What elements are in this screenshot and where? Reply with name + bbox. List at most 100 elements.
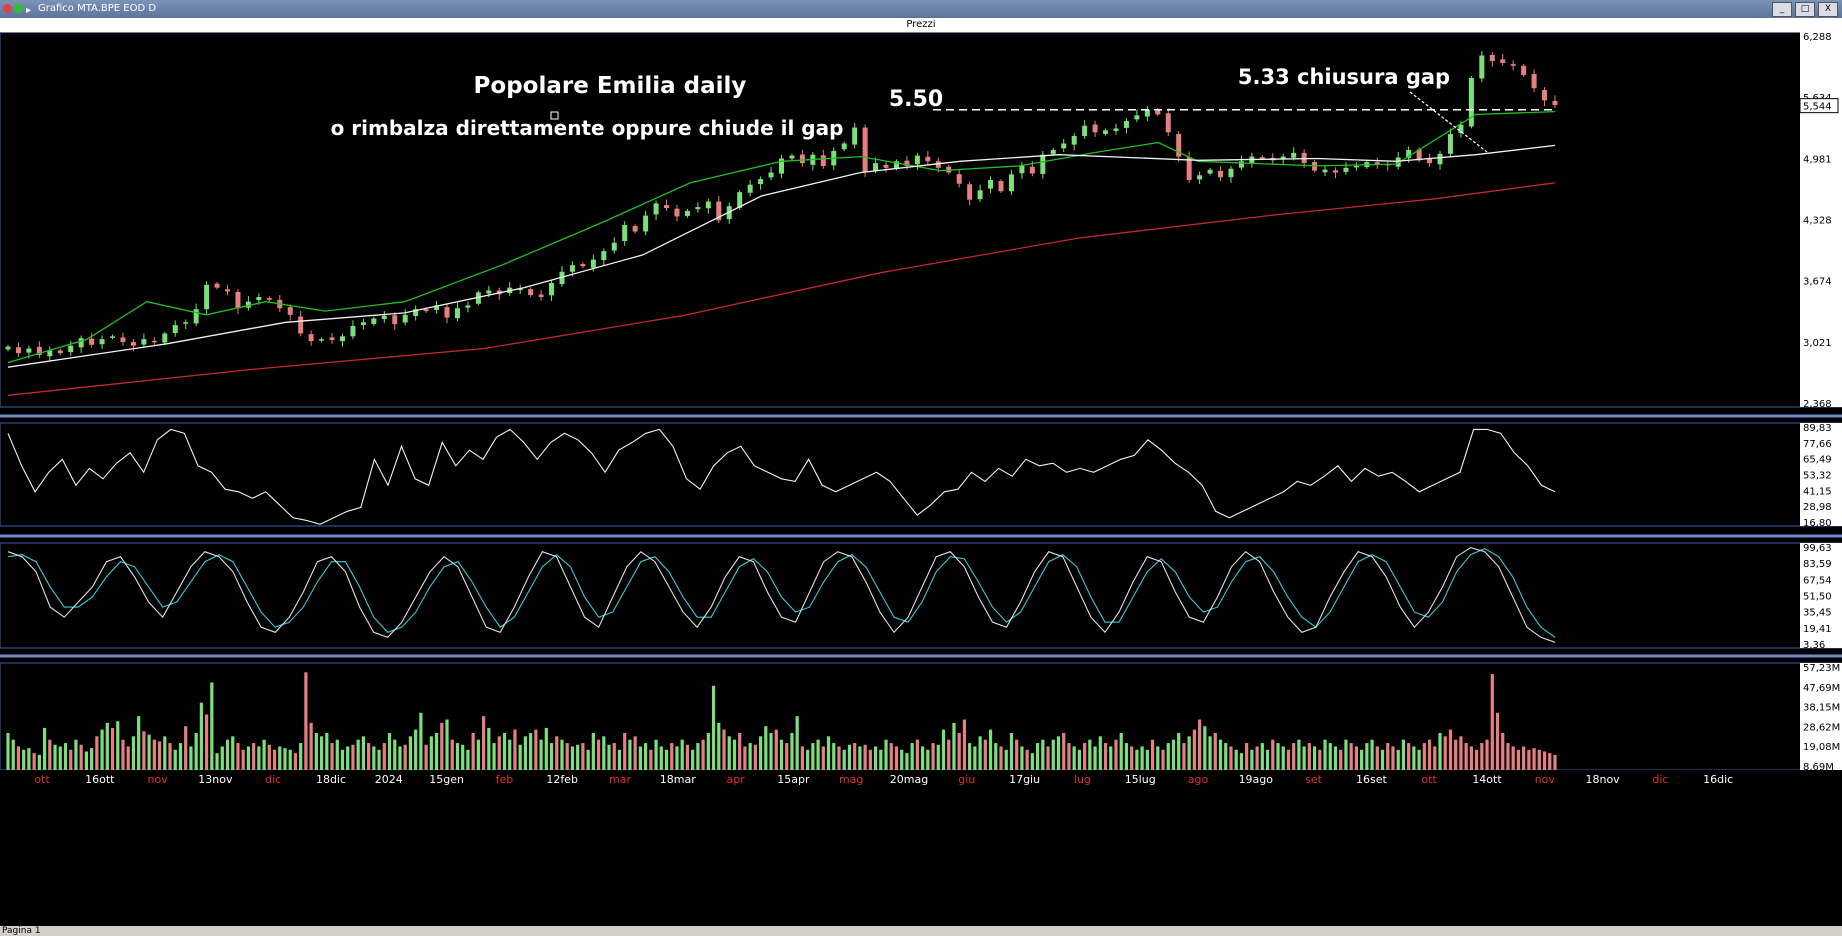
chart-subtitle: o rimbalza direttamente oppure chiude il… [331,116,844,140]
x-tick-label: 15gen [429,773,464,786]
candle-body [235,291,241,309]
volume-bar [1328,743,1332,770]
volume-bar [889,743,893,770]
x-tick-label: 2024 [375,773,403,786]
y-tick-label: 4,981 [1803,154,1832,165]
volume-bar [685,744,690,770]
volume-bar [1198,719,1202,770]
volume-bar [1485,739,1489,770]
volume-bar [1339,749,1343,770]
y-axis-bg [1800,32,1842,407]
menu-arrow-icon[interactable]: ▸ [26,5,32,16]
volume-bar [659,746,663,770]
volume-bar [84,751,88,770]
volume-bar [434,732,439,770]
candle-body [204,284,210,310]
volume-bar [1553,754,1557,770]
candle-body [820,155,826,166]
volume-bar [1522,746,1526,770]
candle-body [1531,74,1537,89]
volume-bar [1391,746,1395,770]
candle-body [256,297,262,301]
volume-bar [1130,746,1134,770]
maximize-button[interactable]: □ [1795,2,1815,17]
volume-bar [1098,736,1102,770]
volume-bar [314,732,318,770]
candle-body [130,341,136,346]
volume-bar [727,736,731,770]
y-tick-label: 83,59 [1803,559,1832,570]
volume-bar [873,746,878,770]
volume-bar [596,739,601,770]
y-tick-label: 28,62M [1803,722,1840,733]
x-tick-label: 18nov [1585,773,1620,786]
volume-bar [346,746,350,770]
chart-canvas[interactable]: 6,2885,6344,9814,3283,6743,0212,36889,83… [0,32,1842,926]
window-title: Grafico MTA.BPE EOD D [38,3,157,14]
volume-bar [262,739,266,770]
volume-bar [304,672,308,770]
volume-bar [6,732,10,770]
y-tick-label: 51,50 [1803,592,1832,603]
y-tick-label: 57,23M [1803,663,1840,674]
volume-bar [1312,746,1317,770]
candle-body [977,190,983,200]
candle-body [1008,174,1014,192]
drawing-handle[interactable] [550,111,559,120]
volume-bar [335,739,339,770]
volume-bar [445,719,449,770]
candle-body [988,179,994,189]
volume-bar [931,743,935,770]
candle-body [57,350,63,354]
close-dot-icon[interactable] [3,4,12,13]
candle-body [162,333,168,343]
volume-bar [1156,746,1160,770]
volume-bar [58,746,62,770]
volume-bar [63,743,68,770]
candle-body [423,309,429,312]
volume-bar [1255,746,1259,770]
volume-bar [487,727,491,770]
candle-body [225,289,231,292]
volume-bar [994,743,998,770]
volume-bar [1354,746,1358,770]
volume-bar [1145,749,1149,770]
volume-bar [502,732,507,770]
volume-bar [231,736,235,770]
chart-title: Popolare Emilia daily [474,73,747,99]
volume-bar [837,746,841,770]
candle-body [1552,100,1558,106]
volume-bar [1250,749,1254,770]
window-titlebar: ▸ Grafico MTA.BPE EOD D _ □ X [0,0,1842,18]
candle-body [1019,165,1025,174]
candle-body [1207,169,1213,174]
volume-bar [1292,743,1296,770]
volume-bar [623,732,627,770]
candle-body [308,334,314,342]
minimize-button[interactable]: _ [1772,2,1792,17]
volume-bar [1375,746,1379,770]
volume-bar [142,731,146,770]
candle-body [590,259,596,268]
volume-bar [1041,739,1045,770]
x-tick-label: 14ott [1472,773,1502,786]
volume-bar [90,748,94,770]
volume-bar [241,749,245,770]
status-bar: Pagina 1 [0,926,1842,936]
candle-body [1280,156,1286,159]
volume-bar [670,743,674,770]
volume-bar [1333,746,1338,770]
volume-bar [168,743,172,770]
volume-bar [957,732,961,770]
candle-body [465,305,471,308]
tab-page-1[interactable]: Pagina 1 [2,926,41,936]
volume-bar [544,727,548,770]
volume-bar [79,744,83,770]
x-tick-label: apr [726,773,745,786]
volume-bar [278,746,282,770]
volume-bar [523,736,528,770]
volume-bar [492,743,496,770]
volume-bar [1166,743,1170,770]
close-button[interactable]: X [1818,2,1838,17]
y-tick-label: 8,69M [1803,762,1834,773]
